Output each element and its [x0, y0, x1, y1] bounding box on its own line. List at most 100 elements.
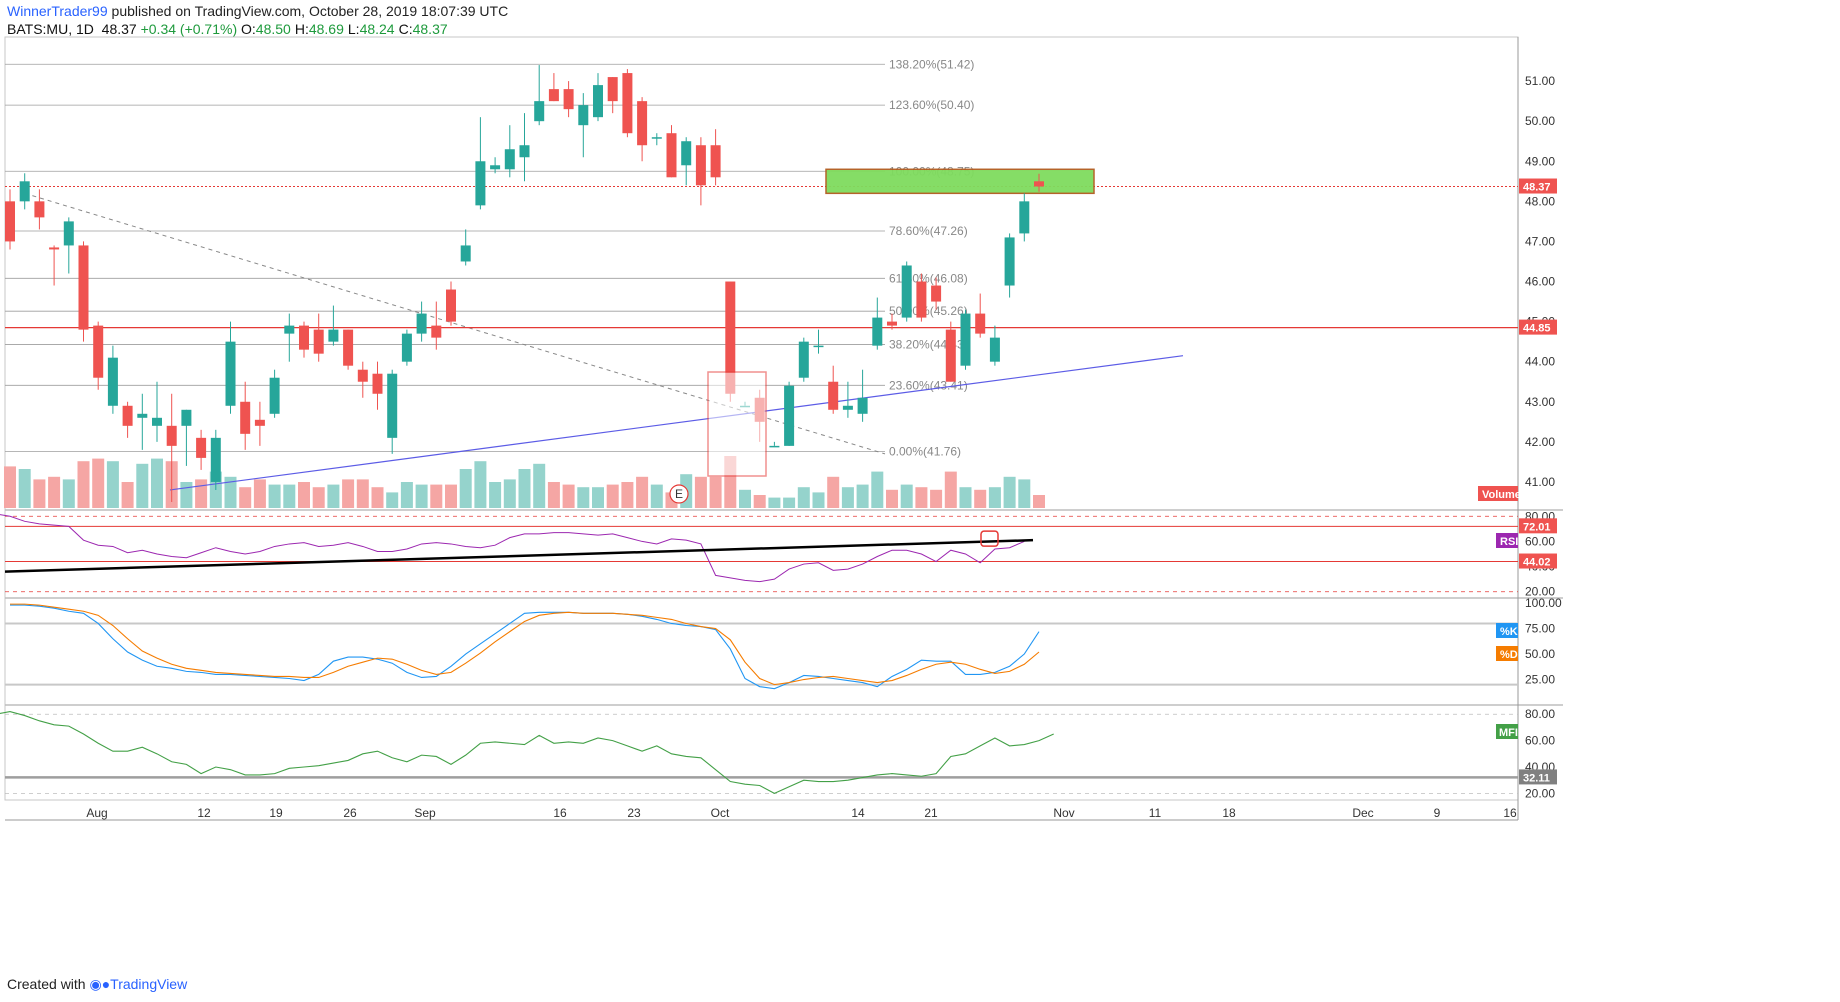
tradingview-logo-icon: ◉●	[89, 976, 111, 992]
earnings-marker-label: E	[675, 487, 683, 501]
volume-bar	[930, 489, 943, 508]
volume-label-badge	[1478, 486, 1518, 501]
candle-body	[152, 417, 162, 426]
volume-bar	[709, 476, 722, 508]
candle-body	[490, 165, 501, 170]
last-price-badge	[1519, 178, 1557, 194]
fib-level-label: 38.20%(44.43)	[889, 337, 968, 351]
author-link[interactable]: WinnerTrader99	[7, 3, 108, 19]
last-price: 48.37	[101, 21, 137, 37]
last-price-badge-text: 48.37	[1523, 182, 1551, 194]
candle-body	[989, 337, 1000, 362]
candle-body	[137, 413, 148, 418]
volume-bar	[1033, 495, 1045, 508]
candle-body	[960, 313, 971, 366]
mfi-legend-text: MFI	[1499, 727, 1518, 739]
footer: Created with ◉●TradingView	[7, 976, 187, 993]
candle-body	[19, 181, 30, 202]
candle-body	[519, 145, 530, 158]
rsi-legend-text: RSI	[1500, 536, 1518, 548]
open-value: 48.50	[255, 21, 291, 37]
volume-bar	[886, 489, 898, 508]
publish-header: WinnerTrader99 published on TradingView.…	[7, 3, 508, 19]
volume-bar	[812, 492, 825, 508]
x-axis-tick-label: 16	[553, 806, 567, 820]
volume-bar	[503, 479, 516, 508]
close-label: C:	[398, 21, 413, 37]
candle-body	[284, 325, 295, 334]
candle-body	[828, 381, 839, 410]
volume-bar	[1003, 476, 1016, 508]
candle-body	[651, 137, 662, 139]
candle-body	[798, 341, 809, 378]
candle-body	[107, 357, 118, 406]
candle-body	[901, 265, 912, 318]
x-axis-tick-label: 14	[851, 806, 865, 820]
candle-body	[78, 245, 89, 330]
rsi-axis-tick-label: 60.00	[1525, 534, 1555, 548]
volume-bar	[4, 466, 16, 508]
candle-body	[299, 325, 309, 350]
volume-bar	[606, 484, 619, 508]
x-axis-tick-label: Dec	[1352, 806, 1373, 820]
publish-info: published on TradingView.com, October 28…	[111, 3, 509, 19]
volume-bar	[415, 484, 428, 508]
mfi-line	[0, 711, 1054, 795]
high-value: 48.69	[308, 21, 344, 37]
mfi-axis-tick-label: 80.00	[1525, 707, 1555, 721]
candle-body	[269, 377, 280, 414]
fib-level-label: 61.80%(46.08)	[889, 271, 968, 285]
price-axis-tick-label: 41.00	[1525, 475, 1555, 489]
candle-body	[931, 285, 942, 302]
volume-bar	[400, 482, 413, 508]
price-axis-tick-label: 43.00	[1525, 395, 1555, 409]
candle-body	[637, 101, 648, 146]
volume-bar	[48, 476, 61, 508]
volume-bar	[371, 487, 384, 508]
x-axis-tick-label: 21	[924, 806, 938, 820]
stoch-axis-tick-label: 75.00	[1525, 622, 1555, 636]
x-axis-tick-label: 12	[197, 806, 211, 820]
candle-body	[387, 373, 398, 438]
volume-bar	[739, 489, 751, 508]
target-zone-box	[825, 168, 1095, 195]
volume-bar	[327, 484, 340, 508]
candle-body	[842, 405, 853, 410]
x-axis-tick-label: 19	[269, 806, 283, 820]
candle-body	[446, 289, 456, 322]
high-label: H:	[294, 21, 309, 37]
volume-bar	[195, 479, 208, 508]
fib-level-label: 0.00%(41.76)	[889, 444, 961, 458]
volume-bar	[106, 461, 119, 508]
candle-body	[857, 397, 868, 414]
candle-body	[725, 281, 736, 394]
candle-body	[166, 425, 177, 446]
candle-body	[328, 329, 339, 342]
candle-body	[49, 247, 60, 250]
rsi-legend-badge	[1496, 533, 1518, 548]
stoch-d-line	[10, 603, 1040, 686]
candle-body	[240, 401, 251, 434]
candle-body	[813, 345, 824, 348]
rsi-line	[0, 514, 1025, 583]
price-axis-tick-label: 51.00	[1525, 74, 1555, 88]
price-axis-tick-label: 47.00	[1525, 234, 1555, 248]
volume-bar	[342, 479, 355, 508]
candle-body	[93, 325, 104, 378]
volume-bar	[312, 487, 325, 508]
candle-body	[313, 329, 324, 354]
volume-bar	[694, 476, 707, 508]
price-axis-tick-label: 48.00	[1525, 194, 1555, 208]
candle-body	[210, 437, 221, 482]
x-axis-tick-label: 26	[343, 806, 357, 820]
tradingview-link[interactable]: TradingView	[110, 976, 188, 992]
volume-bar	[636, 476, 649, 508]
stoch-d-badge	[1496, 646, 1518, 661]
volume-bar	[77, 461, 90, 508]
stoch-d-badge-text: %D	[1500, 649, 1518, 661]
mfi-axis-tick-label: 60.00	[1525, 734, 1555, 748]
volume-bar	[768, 497, 781, 508]
candle-body	[887, 321, 897, 326]
candle-body	[916, 281, 927, 318]
